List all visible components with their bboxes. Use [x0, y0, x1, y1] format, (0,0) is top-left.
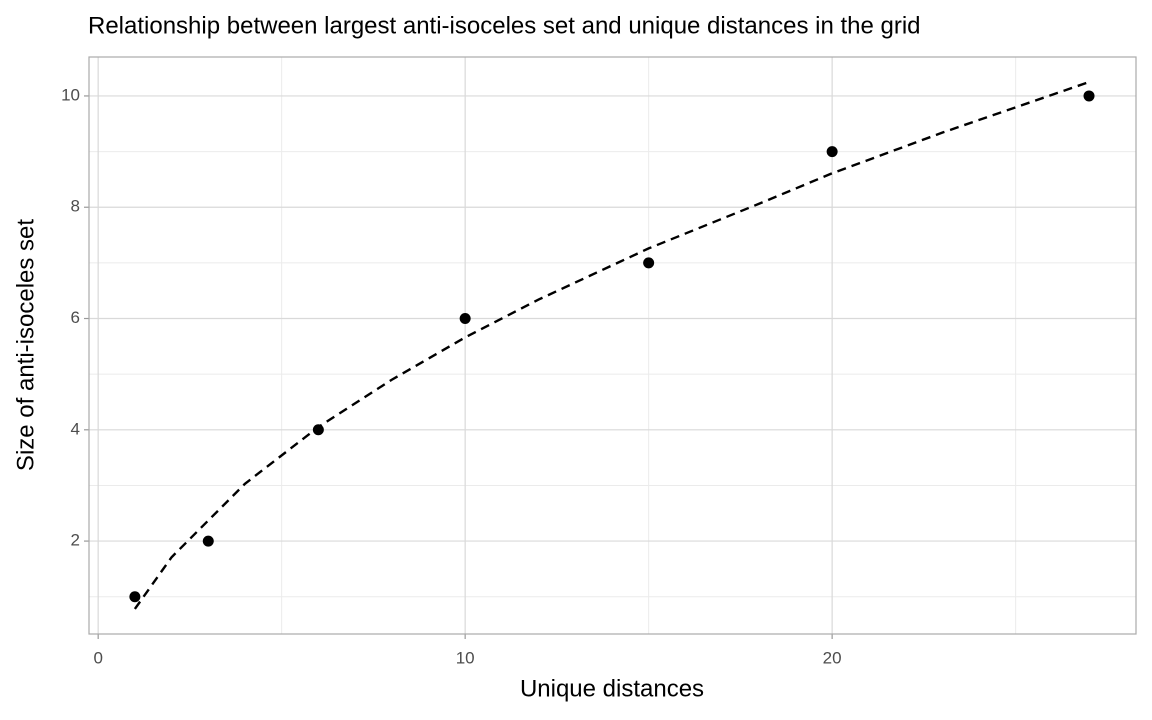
panel-border	[88, 56, 1137, 635]
point	[312, 424, 324, 436]
y-tick-label: 8	[71, 197, 80, 216]
y-axis-label: Size of anti-isoceles set	[12, 219, 39, 471]
point	[826, 146, 838, 158]
x-tick-label: 10	[456, 648, 475, 667]
y-tick-label: 10	[61, 85, 80, 104]
point	[1083, 90, 1095, 102]
fit-line	[133, 80, 1090, 610]
y-tick-label: 6	[71, 308, 80, 327]
point	[643, 257, 655, 269]
point	[129, 591, 141, 603]
y-tick-label: 2	[71, 531, 80, 550]
x-axis-label: Unique distances	[520, 675, 704, 702]
point	[459, 313, 471, 325]
x-tick-label: 0	[93, 648, 102, 667]
point	[202, 535, 214, 547]
y-tick-label: 4	[71, 419, 80, 438]
chart-title: Relationship between largest anti-isocel…	[88, 12, 921, 39]
x-tick-label: 20	[823, 648, 842, 667]
